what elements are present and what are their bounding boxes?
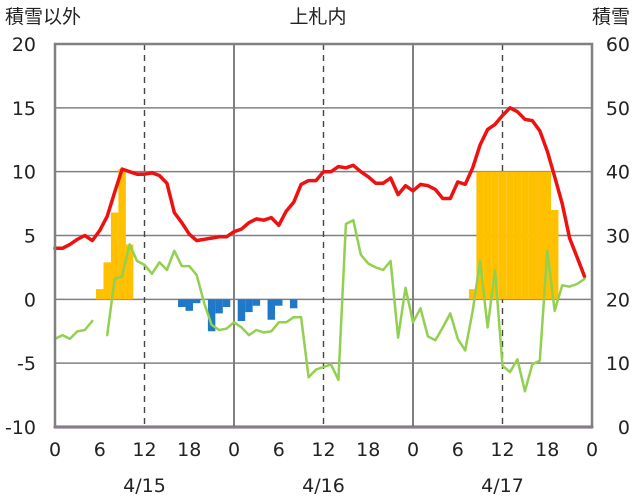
bar-blue: [192, 299, 201, 304]
x-tick-label: 0: [407, 439, 419, 461]
left-axis-title: 積雪以外: [5, 6, 81, 28]
y-left-tick-label: -10: [5, 417, 36, 439]
bar-orange: [506, 171, 514, 300]
bars: [96, 169, 559, 332]
bar-orange: [118, 169, 126, 300]
bar-blue: [289, 299, 298, 309]
plot-border: [53, 42, 594, 429]
date-label: 4/17: [481, 475, 524, 497]
y-left-tick-label: 0: [24, 289, 36, 311]
bar-orange: [498, 171, 507, 300]
bar-blue: [237, 299, 246, 322]
x-tick-label: 0: [228, 439, 240, 461]
y-right-tick-label: 30: [606, 226, 630, 248]
bar-blue: [267, 299, 276, 320]
series-line-green: [105, 218, 586, 393]
y-left-tick-label: 15: [12, 98, 36, 120]
x-tick-label: 6: [273, 439, 285, 461]
bar-orange: [103, 262, 111, 300]
bar-blue: [245, 299, 253, 313]
bar-blue: [275, 299, 283, 306]
x-tick-label: 18: [535, 439, 559, 461]
y-left-tick-label: 20: [12, 34, 36, 56]
x-tick-label: 12: [490, 439, 514, 461]
bar-orange: [110, 212, 119, 300]
bar-orange: [468, 289, 477, 300]
y-right-tick-label: 50: [606, 98, 630, 120]
y-right-tick-label: 20: [606, 289, 630, 311]
x-tick-label: 18: [177, 439, 201, 461]
y-left-tick-label: 10: [12, 162, 36, 184]
bar-orange: [483, 171, 492, 300]
x-tick-label: 0: [49, 439, 61, 461]
bar-orange: [550, 209, 559, 300]
series-line-red: [53, 106, 587, 279]
x-tick-label: 12: [132, 439, 156, 461]
bar-blue: [178, 299, 186, 307]
bar-blue: [222, 299, 231, 307]
x-tick-label: 12: [311, 439, 335, 461]
bar-blue: [215, 299, 223, 314]
x-tick-label: 6: [452, 439, 464, 461]
y-right-tick-label: 40: [606, 162, 630, 184]
bar-orange: [476, 171, 484, 300]
bar-orange: [513, 171, 522, 300]
chart-title: 上札内: [289, 6, 346, 28]
bar-orange: [521, 171, 529, 300]
y-right-tick-label: 10: [606, 353, 630, 375]
right-axis-title: 積雪: [592, 6, 630, 28]
bar-blue: [207, 299, 216, 332]
date-label: 4/16: [302, 475, 345, 497]
y-left-tick-label: -5: [17, 353, 36, 375]
date-label: 4/15: [123, 475, 166, 497]
x-tick-label: 6: [94, 439, 106, 461]
bar-blue: [252, 299, 261, 306]
bar-orange: [96, 289, 104, 300]
plot-frame: [53, 42, 594, 429]
bar-orange: [543, 171, 551, 300]
y-right-tick-label: 0: [618, 417, 630, 439]
y-left-tick-label: 5: [24, 226, 36, 248]
bar-blue: [185, 299, 193, 311]
x-tick-label: 18: [356, 439, 380, 461]
bar-orange: [125, 244, 134, 300]
x-tick-label: 0: [586, 439, 598, 461]
bar-orange: [528, 171, 537, 300]
series-line-green: [53, 319, 94, 341]
bar-orange: [491, 171, 499, 300]
bar-orange: [536, 171, 544, 300]
y-right-tick-label: 60: [606, 34, 630, 56]
